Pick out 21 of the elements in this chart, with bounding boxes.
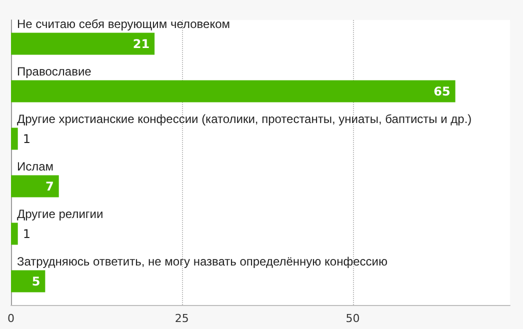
bar [11, 128, 18, 150]
data-label: 7 [45, 179, 54, 194]
y-tick-label: Затрудняюсь ответить, не могу назвать определённую конфессию [17, 254, 388, 268]
data-label: 21 [132, 36, 150, 51]
bar [11, 222, 18, 245]
x-tick-label: 50 [346, 312, 360, 325]
data-label: 1 [22, 132, 30, 146]
y-tick-label: Не считаю себя верующим человеком [17, 16, 230, 31]
bar [11, 175, 59, 198]
bar [11, 80, 456, 102]
bar [11, 270, 46, 292]
bar [11, 32, 155, 55]
y-tick-label: Другие христианские конфессии (католики, протестанты, униаты, баптисты и др.) [17, 112, 472, 126]
y-tick-label: Православие [17, 64, 92, 78]
y-tick-label: Ислам [17, 159, 54, 174]
x-tick-label: 25 [174, 312, 189, 325]
data-label: 5 [32, 274, 40, 288]
data-label: 65 [434, 84, 450, 98]
data-label: 1 [22, 226, 30, 241]
x-tick-label: 0 [8, 312, 14, 325]
y-tick-label: Другие религии [17, 206, 104, 221]
